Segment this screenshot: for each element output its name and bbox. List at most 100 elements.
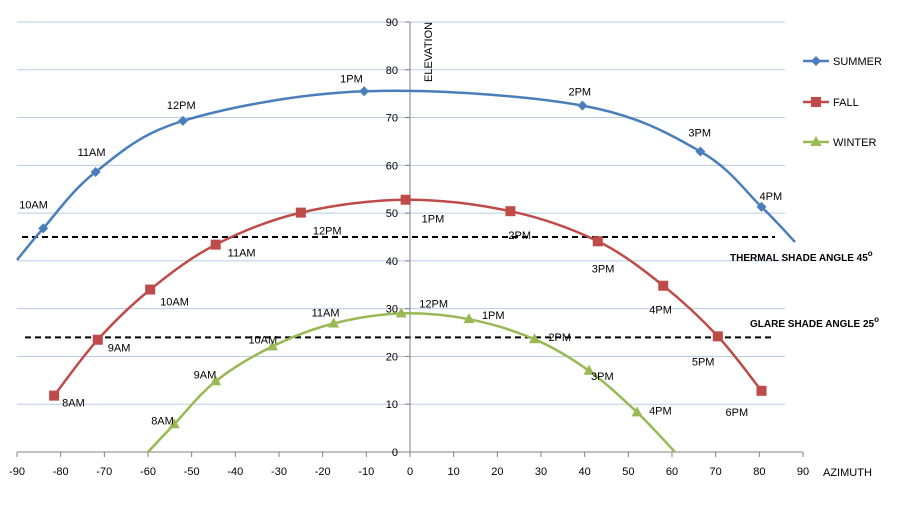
data-point — [92, 334, 103, 345]
shade-angle-label: GLARE SHADE ANGLE 25o — [750, 315, 879, 330]
data-label: 10AM — [19, 199, 48, 211]
legend-label: SUMMER — [833, 56, 882, 68]
x-tick-label: -30 — [271, 466, 287, 478]
data-label: 3PM — [591, 371, 614, 383]
y-tick-label: 80 — [386, 65, 398, 77]
x-tick-label: 10 — [448, 466, 460, 478]
legend-item-fall: FALL — [803, 97, 859, 109]
x-tick-label: 50 — [622, 466, 634, 478]
series-summer: 10AM 11AM 12PM 1PM 2PM 3PM 4PM — [16, 73, 796, 261]
data-label: 8AM — [151, 415, 174, 427]
x-tick-label: -60 — [140, 466, 156, 478]
y-tick-label: 20 — [386, 351, 398, 363]
series-group: 10AM 11AM 12PM 1PM 2PM 3PM 4PM 8AM 9AM 10AM 11AM 12… — [16, 73, 796, 453]
data-point — [695, 146, 706, 157]
data-label: 12PM — [419, 298, 448, 310]
y-tick-label: 10 — [386, 399, 398, 411]
x-tick-label: -70 — [96, 466, 112, 478]
x-tick-label: -50 — [184, 466, 200, 478]
shade-angle-label: THERMAL SHADE ANGLE 45o — [730, 249, 873, 264]
legend-marker — [811, 56, 821, 66]
legend-label: WINTER — [833, 137, 876, 149]
legend-item-winter: WINTER — [803, 136, 876, 149]
data-point — [400, 194, 411, 205]
data-point — [658, 280, 669, 291]
data-point — [168, 418, 180, 429]
y-tick-label: 40 — [386, 256, 398, 268]
annotation-labels: THERMAL SHADE ANGLE 45o GLARE SHADE ANGLE… — [730, 249, 879, 330]
y-tick-label: 70 — [386, 113, 398, 125]
data-point — [631, 406, 643, 417]
grid-lines — [17, 21, 785, 405]
y-tick-label: 90 — [386, 17, 398, 29]
data-label: 4PM — [649, 305, 672, 317]
data-point — [592, 236, 603, 247]
data-point — [266, 340, 278, 351]
data-point — [583, 364, 595, 375]
x-tick-label: 0 — [407, 466, 413, 478]
data-point — [90, 167, 101, 178]
x-tick-label: -80 — [53, 466, 69, 478]
data-label: 2PM — [568, 87, 591, 99]
data-label: 1PM — [482, 310, 505, 322]
data-point — [359, 86, 370, 97]
legend-item-summer: SUMMER — [803, 56, 882, 68]
data-point — [210, 375, 222, 386]
data-label: 2PM — [548, 332, 571, 344]
data-point — [505, 206, 516, 217]
data-label: 5PM — [692, 356, 715, 368]
legend-label: FALL — [833, 97, 859, 109]
data-label: 6PM — [726, 407, 749, 419]
data-label: 10AM — [160, 297, 189, 309]
data-label: 4PM — [760, 191, 783, 203]
y-tick-label: 50 — [386, 208, 398, 220]
x-tick-label: -90 — [9, 466, 25, 478]
y-tick-label: 0 — [392, 447, 398, 459]
series-winter: 8AM 9AM 10AM 11AM 12PM 1PM 2PM 3PM 4PM — [147, 298, 676, 453]
data-point — [328, 317, 340, 328]
shade-angle-lines — [22, 236, 775, 339]
legend-marker — [811, 97, 821, 107]
data-label: 10AM — [248, 334, 277, 346]
x-tick-label: 60 — [666, 466, 678, 478]
legend: SUMMER FALL WINTER — [803, 56, 882, 149]
data-label: 3PM — [688, 127, 711, 139]
y-tick-label: 60 — [386, 160, 398, 172]
axes — [16, 21, 804, 457]
x-tick-label: 30 — [535, 466, 547, 478]
data-label: 12PM — [313, 226, 342, 238]
x-tick-labels: -90 -80 -70 -60 -50 -40 -30 -20 -10 0 10 20 30 40 50 60… — [9, 466, 809, 478]
x-tick-label: 80 — [753, 466, 765, 478]
data-label: 3PM — [592, 263, 615, 275]
data-label: 11AM — [312, 307, 340, 319]
data-point — [756, 201, 767, 212]
data-point — [38, 223, 49, 234]
data-label: 11AM — [78, 147, 106, 159]
data-label: 1PM — [340, 73, 363, 85]
data-label: 1PM — [422, 214, 445, 226]
data-point — [577, 100, 588, 111]
data-point — [756, 385, 767, 396]
x-axis-title: AZIMUTH — [823, 467, 872, 479]
x-tick-label: -20 — [315, 466, 331, 478]
data-label: 8AM — [62, 398, 85, 410]
data-point — [145, 284, 156, 295]
data-point — [528, 333, 540, 344]
y-axis-title: ELEVATION — [423, 22, 435, 82]
x-tick-label: 70 — [710, 466, 722, 478]
data-label: 9AM — [108, 343, 131, 355]
x-tick-label: 40 — [579, 466, 591, 478]
data-point — [295, 207, 306, 218]
legend-marker — [810, 136, 822, 146]
data-point — [177, 115, 188, 126]
data-label: 11AM — [228, 248, 256, 260]
x-tick-label: 20 — [491, 466, 503, 478]
series-line — [16, 89, 796, 261]
data-label: 12PM — [167, 100, 196, 112]
data-point — [395, 307, 407, 318]
series-fall: 8AM 9AM 10AM 11AM 12PM 1PM 2PM 3PM 4PM 5PM 6PM — [49, 194, 767, 419]
data-point — [712, 331, 723, 342]
x-tick-label: -40 — [227, 466, 243, 478]
